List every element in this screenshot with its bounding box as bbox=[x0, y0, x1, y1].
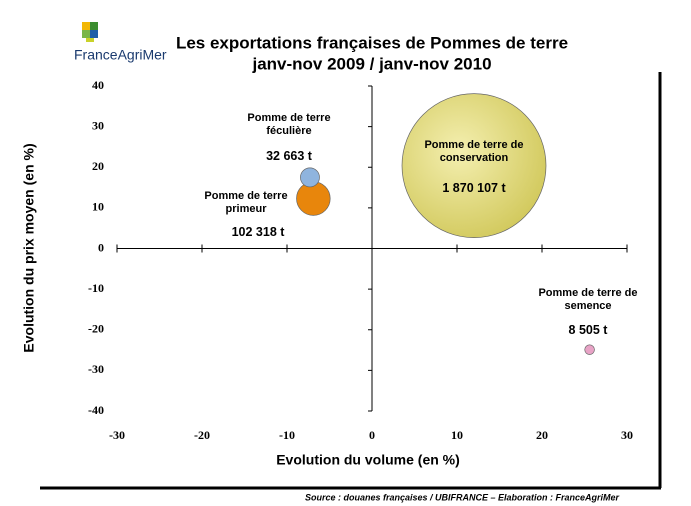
size-label: 1 870 107 t bbox=[442, 181, 506, 195]
y-tick-label: -20 bbox=[88, 322, 104, 336]
y-tick-label: 20 bbox=[92, 159, 104, 173]
bubble-name: Pomme de terre féculière bbox=[247, 112, 331, 137]
y-tick-label: -30 bbox=[88, 362, 104, 376]
x-tick-label: -10 bbox=[279, 428, 295, 442]
chart-subtitle: janv-nov 2009 / janv-nov 2010 bbox=[251, 54, 491, 73]
logo-icon bbox=[82, 22, 98, 42]
x-tick-label: -20 bbox=[194, 428, 210, 442]
bubble bbox=[401, 93, 547, 238]
bubble bbox=[296, 181, 331, 216]
x-tick-label: 10 bbox=[451, 428, 463, 442]
size-label: 8 505 t bbox=[568, 323, 608, 337]
y-tick-label: 40 bbox=[92, 78, 104, 92]
y-tick-label: -10 bbox=[88, 281, 104, 295]
y-tick-label: -40 bbox=[88, 403, 104, 417]
y-axis-title: Evolution du prix moyen (en %) bbox=[21, 143, 37, 352]
bubble bbox=[584, 344, 595, 355]
chart-title: Les exportations françaises de Pommes de… bbox=[176, 33, 568, 52]
x-tick-label: 30 bbox=[621, 428, 633, 442]
bubble bbox=[300, 167, 320, 188]
x-axis-title: Evolution du volume (en %) bbox=[276, 452, 460, 468]
bubble-name: Pomme de terre de conservation bbox=[424, 139, 524, 164]
y-tick-label: 10 bbox=[92, 200, 104, 214]
x-tick-label: 20 bbox=[536, 428, 548, 442]
size-label: 32 663 t bbox=[266, 149, 312, 163]
x-tick-label: 0 bbox=[369, 428, 375, 442]
x-tick-label: -30 bbox=[109, 428, 125, 442]
bubble-name: Pomme de terre primeur bbox=[204, 190, 288, 215]
y-tick-label: 0 bbox=[98, 240, 104, 254]
bubble-name: Pomme de terre de semence bbox=[538, 287, 638, 312]
size-label: 102 318 t bbox=[231, 225, 285, 239]
logo-text: FranceAgriMer bbox=[74, 47, 167, 63]
y-tick-label: 30 bbox=[92, 118, 104, 132]
source: Source : douanes françaises / UBIFRANCE … bbox=[305, 492, 620, 502]
